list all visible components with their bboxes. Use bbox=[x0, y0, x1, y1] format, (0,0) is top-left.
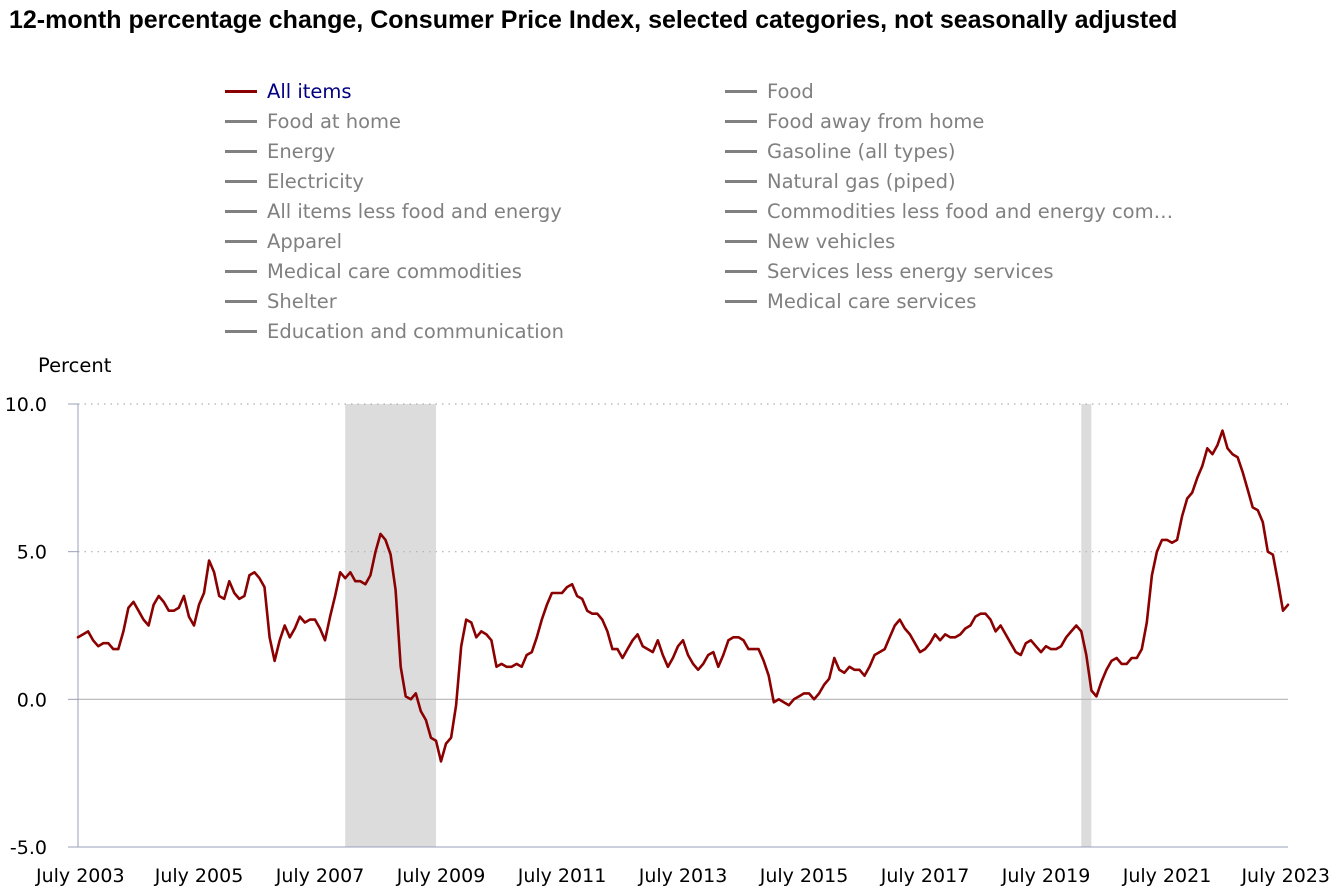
recession-band bbox=[345, 404, 436, 847]
series-line bbox=[76, 429, 1290, 763]
legend-swatch bbox=[225, 239, 257, 243]
legend-item[interactable]: Energy bbox=[225, 138, 335, 164]
legend-item[interactable]: Shelter bbox=[225, 288, 337, 314]
legend-swatch bbox=[225, 269, 257, 273]
legend-item[interactable]: Commodities less food and energy com… bbox=[725, 198, 1173, 224]
x-tick-label: July 2015 bbox=[759, 865, 849, 887]
x-tick-label: July 2007 bbox=[275, 865, 365, 887]
x-tick-label: July 2017 bbox=[880, 865, 970, 887]
legend-item[interactable]: Apparel bbox=[225, 228, 342, 254]
legend-item[interactable]: Food away from home bbox=[725, 108, 984, 134]
legend-item[interactable]: Education and communication bbox=[225, 318, 564, 344]
legend-label: Electricity bbox=[267, 169, 364, 193]
legend-swatch bbox=[725, 149, 757, 153]
x-tick-label: July 2009 bbox=[396, 865, 486, 887]
legend-item[interactable]: Food at home bbox=[225, 108, 401, 134]
y-axis-label: Percent bbox=[38, 354, 112, 377]
x-tick-label: July 2011 bbox=[517, 865, 607, 887]
legend-label: Commodities less food and energy com… bbox=[767, 199, 1174, 223]
recession-band bbox=[1081, 404, 1092, 847]
x-tick-label: July 2003 bbox=[35, 865, 125, 887]
legend-label: Medical care commodities bbox=[267, 259, 522, 283]
legend-item[interactable]: Services less energy services bbox=[725, 258, 1054, 284]
legend-label: Natural gas (piped) bbox=[767, 169, 956, 193]
legend-item[interactable]: Food bbox=[725, 78, 814, 104]
x-tick-label: July 2019 bbox=[1001, 865, 1091, 887]
legend-swatch bbox=[225, 149, 257, 153]
y-tick-label: -5.0 bbox=[10, 837, 47, 859]
legend-item[interactable]: All items less food and energy bbox=[225, 198, 562, 224]
legend-label: Shelter bbox=[267, 289, 337, 313]
legend-swatch bbox=[725, 179, 757, 183]
legend-label: Services less energy services bbox=[767, 259, 1054, 283]
legend-swatch bbox=[725, 89, 757, 93]
legend-swatch bbox=[725, 299, 757, 303]
legend-swatch bbox=[725, 119, 757, 123]
legend-swatch bbox=[225, 119, 257, 123]
x-tick-label: July 2005 bbox=[154, 865, 244, 887]
legend-item[interactable]: Medical care services bbox=[725, 288, 976, 314]
legend-item[interactable]: Gasoline (all types) bbox=[725, 138, 955, 164]
x-tick-label: July 2021 bbox=[1122, 865, 1212, 887]
legend-label: All items less food and energy bbox=[267, 199, 562, 223]
legend-label: Energy bbox=[267, 139, 336, 163]
legend-swatch bbox=[225, 329, 257, 333]
legend-swatch bbox=[725, 269, 757, 273]
legend-label: Apparel bbox=[267, 229, 343, 253]
y-tick-label: 5.0 bbox=[17, 542, 47, 564]
legend-item[interactable]: All items bbox=[225, 78, 352, 104]
legend-swatch bbox=[225, 89, 257, 93]
y-tick-label: 0.0 bbox=[17, 689, 47, 711]
legend-label: New vehicles bbox=[767, 229, 896, 253]
legend-label: All items bbox=[267, 79, 352, 103]
legend-label: Gasoline (all types) bbox=[767, 139, 956, 163]
legend-label: Education and communication bbox=[267, 319, 564, 343]
legend-item[interactable]: Electricity bbox=[225, 168, 364, 194]
legend-swatch bbox=[225, 299, 257, 303]
legend-label: Food at home bbox=[267, 109, 402, 133]
legend-item[interactable]: Natural gas (piped) bbox=[725, 168, 956, 194]
legend-swatch bbox=[225, 209, 257, 213]
legend-label: Medical care services bbox=[767, 289, 977, 313]
legend-swatch bbox=[725, 209, 757, 213]
legend-item[interactable]: Medical care commodities bbox=[225, 258, 522, 284]
legend-label: Food away from home bbox=[767, 109, 985, 133]
y-tick-label: 10.0 bbox=[5, 394, 47, 416]
legend-swatch bbox=[225, 179, 257, 183]
legend-swatch bbox=[725, 239, 757, 243]
x-tick-label: July 2013 bbox=[638, 865, 728, 887]
x-tick-label: July 2023 bbox=[1240, 865, 1330, 887]
chart-title: 12-month percentage change, Consumer Pri… bbox=[9, 6, 1178, 34]
legend-label: Food bbox=[767, 79, 814, 103]
legend-item[interactable]: New vehicles bbox=[725, 228, 895, 254]
